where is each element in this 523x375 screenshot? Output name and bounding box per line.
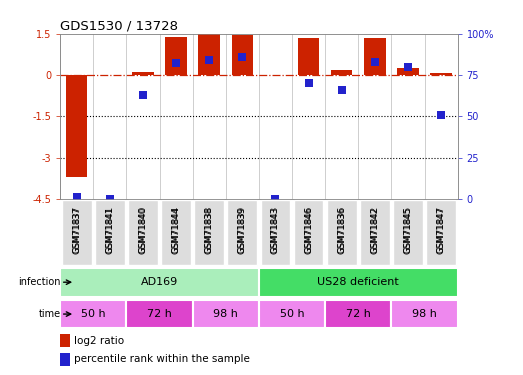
Point xyxy=(238,54,246,60)
Text: GSM71837: GSM71837 xyxy=(72,206,81,253)
FancyBboxPatch shape xyxy=(259,268,458,297)
Text: 98 h: 98 h xyxy=(412,309,437,319)
Text: GSM71839: GSM71839 xyxy=(238,207,247,254)
Text: GSM71847: GSM71847 xyxy=(437,207,446,254)
Text: GSM71844: GSM71844 xyxy=(172,206,180,253)
Text: GSM71836: GSM71836 xyxy=(337,207,346,254)
Bar xyxy=(132,72,154,75)
Point xyxy=(437,112,445,118)
Text: log2 ratio: log2 ratio xyxy=(74,336,124,345)
Text: GSM71843: GSM71843 xyxy=(271,207,280,254)
Text: GSM71846: GSM71846 xyxy=(304,206,313,253)
Point xyxy=(172,60,180,66)
Bar xyxy=(66,75,87,177)
FancyBboxPatch shape xyxy=(293,200,323,265)
Text: GSM71846: GSM71846 xyxy=(304,207,313,254)
FancyBboxPatch shape xyxy=(259,300,325,328)
FancyBboxPatch shape xyxy=(325,300,391,328)
Text: percentile rank within the sample: percentile rank within the sample xyxy=(74,354,250,364)
FancyBboxPatch shape xyxy=(391,300,458,328)
FancyBboxPatch shape xyxy=(360,200,390,265)
Text: time: time xyxy=(39,309,61,319)
Text: 72 h: 72 h xyxy=(147,309,172,319)
FancyBboxPatch shape xyxy=(60,300,127,328)
Bar xyxy=(198,34,220,75)
Bar xyxy=(232,35,253,75)
FancyBboxPatch shape xyxy=(62,200,92,265)
Bar xyxy=(165,37,187,75)
FancyBboxPatch shape xyxy=(195,200,224,265)
Bar xyxy=(430,73,452,75)
FancyBboxPatch shape xyxy=(161,200,191,265)
Text: GSM71838: GSM71838 xyxy=(204,206,214,253)
Point xyxy=(139,92,147,98)
Bar xyxy=(364,38,385,75)
Text: GSM71843: GSM71843 xyxy=(271,206,280,253)
Text: GSM71841: GSM71841 xyxy=(105,207,115,254)
Text: US28 deficient: US28 deficient xyxy=(317,277,399,287)
Text: GSM71840: GSM71840 xyxy=(139,206,147,253)
Point xyxy=(404,64,412,70)
Text: 72 h: 72 h xyxy=(346,309,371,319)
Text: GSM71844: GSM71844 xyxy=(172,207,180,254)
FancyBboxPatch shape xyxy=(60,268,259,297)
Text: 98 h: 98 h xyxy=(213,309,238,319)
FancyBboxPatch shape xyxy=(128,200,158,265)
Point xyxy=(304,80,313,86)
Point xyxy=(205,57,213,63)
Bar xyxy=(60,352,70,366)
Text: GSM71840: GSM71840 xyxy=(139,207,147,254)
Text: GSM71842: GSM71842 xyxy=(370,206,379,253)
Text: 50 h: 50 h xyxy=(280,309,304,319)
FancyBboxPatch shape xyxy=(393,200,423,265)
FancyBboxPatch shape xyxy=(426,200,456,265)
Point xyxy=(371,59,379,65)
FancyBboxPatch shape xyxy=(192,300,259,328)
Point xyxy=(271,196,280,202)
Text: GSM71845: GSM71845 xyxy=(403,207,413,254)
Bar xyxy=(298,38,320,75)
FancyBboxPatch shape xyxy=(127,300,192,328)
Point xyxy=(337,87,346,93)
Bar xyxy=(331,69,353,75)
FancyBboxPatch shape xyxy=(327,200,357,265)
Text: GSM71842: GSM71842 xyxy=(370,207,379,254)
Text: GSM71838: GSM71838 xyxy=(204,207,214,254)
Text: GSM71841: GSM71841 xyxy=(105,206,115,253)
Text: GSM71839: GSM71839 xyxy=(238,206,247,253)
Text: infection: infection xyxy=(18,277,61,287)
FancyBboxPatch shape xyxy=(95,200,125,265)
Point xyxy=(106,196,114,202)
Text: AD169: AD169 xyxy=(141,277,178,287)
FancyBboxPatch shape xyxy=(260,200,290,265)
Bar xyxy=(397,68,419,75)
Text: 50 h: 50 h xyxy=(81,309,106,319)
Text: GSM71847: GSM71847 xyxy=(437,206,446,253)
Text: GSM71845: GSM71845 xyxy=(403,206,413,253)
Text: GSM71837: GSM71837 xyxy=(72,207,81,254)
Point xyxy=(73,194,81,200)
Text: GDS1530 / 13728: GDS1530 / 13728 xyxy=(60,20,178,33)
FancyBboxPatch shape xyxy=(228,200,257,265)
Bar xyxy=(60,334,70,347)
Text: GSM71836: GSM71836 xyxy=(337,206,346,253)
